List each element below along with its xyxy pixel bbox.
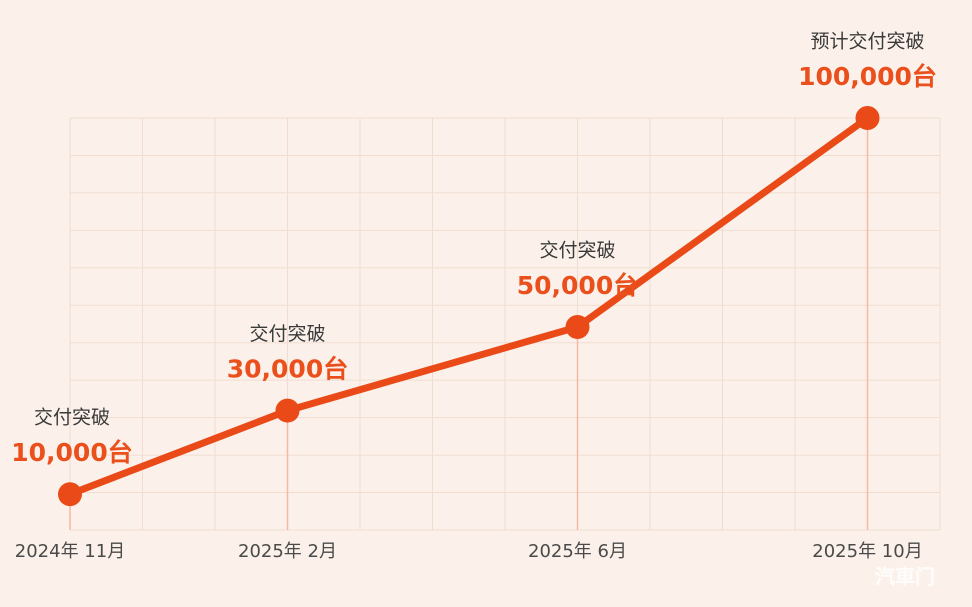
point-annotation: 交付突破 <box>34 407 110 429</box>
data-point <box>855 106 880 130</box>
data-point <box>58 482 82 507</box>
value-label: 50,000台 <box>517 271 638 300</box>
point-annotation: 交付突破 <box>249 323 325 345</box>
x-tick-label: 2024年 11月 <box>15 541 125 562</box>
data-point <box>565 315 590 339</box>
value-label: 10,000台 <box>11 438 132 467</box>
x-tick-label: 2025年 6月 <box>528 541 627 562</box>
value-label: 100,000台 <box>798 62 937 91</box>
watermark: 汽車门 <box>875 565 935 589</box>
point-annotation: 交付突破 <box>539 240 615 262</box>
data-line <box>66 114 871 498</box>
data-point <box>275 398 300 423</box>
x-tick-label: 2025年 2月 <box>238 541 337 562</box>
value-label: 30,000台 <box>227 355 348 384</box>
point-annotation: 预计交付突破 <box>810 31 924 53</box>
x-tick-label: 2025年 10月 <box>812 541 922 562</box>
